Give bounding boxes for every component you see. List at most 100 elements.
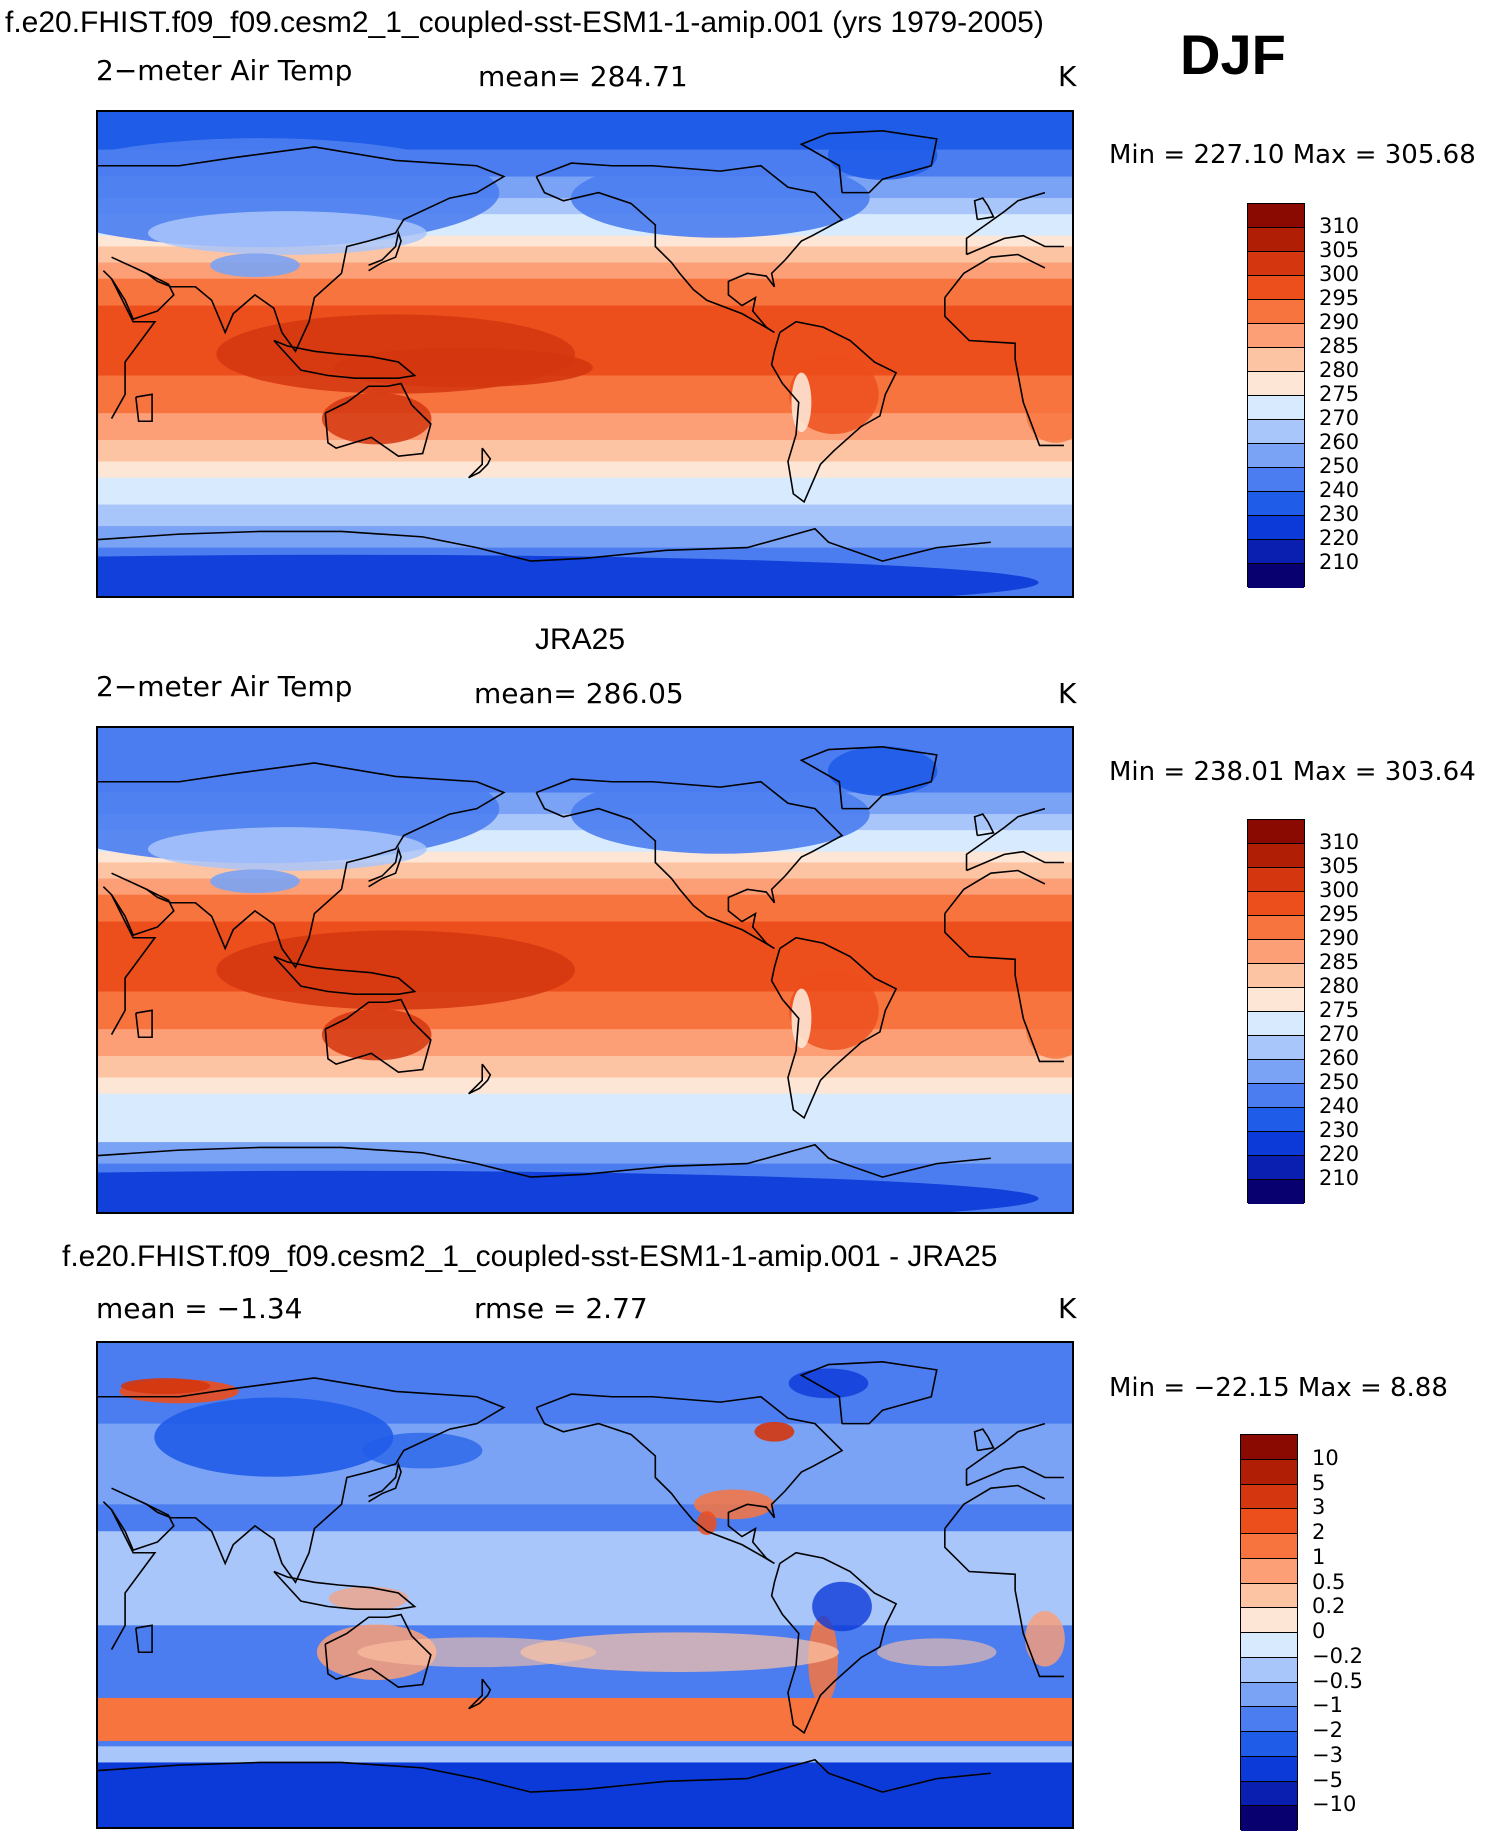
field-band (98, 224, 1072, 231)
field-band (98, 165, 1072, 172)
field-band (98, 1168, 1072, 1175)
field-band (98, 450, 1072, 457)
coastline (98, 527, 991, 562)
colorbar-tick-label: 230 (1319, 502, 1360, 526)
field-band (98, 980, 1072, 987)
field-band (98, 310, 1072, 317)
field-band (98, 787, 1072, 794)
panel1-mean: mean= 284.71 (478, 60, 688, 93)
coastline (973, 813, 995, 837)
colorbar-tick-label: 220 (1319, 526, 1360, 550)
field-band (98, 749, 1072, 756)
field-anomaly (791, 988, 812, 1049)
field-band (98, 1125, 1072, 1132)
field-band (98, 327, 1072, 334)
field-band (98, 337, 1072, 344)
field-band (98, 321, 1072, 328)
field-band (98, 1023, 1072, 1030)
field-anomaly (754, 1421, 795, 1442)
field-band (98, 1066, 1072, 1073)
field-band (98, 943, 1072, 950)
field-band (98, 1762, 1072, 1827)
coastline (468, 447, 492, 479)
colorbar-tick-label: 210 (1319, 1166, 1360, 1190)
colorbar-swatch (1241, 1558, 1297, 1584)
field-band (98, 122, 1072, 129)
field-band (98, 1050, 1072, 1057)
field-band (98, 1131, 1072, 1138)
coastline (468, 1678, 492, 1710)
field-band (98, 316, 1072, 323)
panel2-variable: 2−meter Air Temp (96, 670, 353, 703)
coastline (324, 1613, 432, 1688)
coastline (98, 1377, 1064, 1584)
colorbar-swatch (1241, 1435, 1297, 1460)
field-band (98, 738, 1072, 745)
coastline (102, 253, 1064, 447)
field-band (98, 1007, 1072, 1014)
colorbar-tick-label: 290 (1319, 926, 1360, 950)
field-anomaly (1025, 999, 1072, 1059)
field-band (98, 402, 1072, 409)
field-band (98, 413, 1072, 420)
coastline (98, 1143, 991, 1178)
field-band (98, 1045, 1072, 1052)
colorbar-tick-label: 2 (1312, 1520, 1326, 1544)
field-band (98, 878, 1072, 885)
field-band (98, 1158, 1072, 1165)
field-band (98, 1013, 1072, 1019)
coastline (799, 1361, 938, 1425)
colorbar-tick-label: 240 (1319, 478, 1360, 502)
field-anomaly (210, 253, 300, 278)
field-band (98, 144, 1072, 151)
colorbar-tick-label: 305 (1319, 238, 1360, 262)
field-band (98, 483, 1072, 490)
field-band (98, 1531, 1072, 1626)
field-band (98, 445, 1072, 452)
field-band (98, 332, 1072, 339)
field-band (98, 867, 1072, 874)
field-band (98, 305, 1072, 312)
field-anomaly (328, 1586, 409, 1611)
field-anomaly (693, 1489, 774, 1520)
field-band (98, 781, 1072, 788)
colorbar-tick-label: 5 (1312, 1470, 1326, 1495)
field-band (98, 754, 1072, 761)
field-band (98, 851, 1072, 858)
colorbar-swatch (1248, 468, 1304, 492)
colorbar-tick-label: −10 (1312, 1792, 1357, 1817)
field-band (98, 840, 1072, 847)
field-anomaly (570, 774, 870, 854)
field-band (98, 1093, 1072, 1100)
colorbar-swatch (1248, 204, 1304, 228)
field-band (98, 472, 1072, 479)
colorbar-swatch (1248, 916, 1304, 940)
colorbar-tick-label: 285 (1319, 950, 1360, 974)
colorbar-tick-label: 250 (1319, 454, 1360, 478)
colorbar-tick-label: 10 (1312, 1445, 1339, 1470)
colorbar-swatch (1241, 1484, 1297, 1510)
colorbar-tick-label: 210 (1319, 550, 1360, 574)
field-band (98, 241, 1072, 248)
field-band (98, 531, 1072, 538)
colorbar-swatch (1248, 300, 1304, 324)
panel2-colorbar (1247, 819, 1305, 1204)
panel3-colorbar (1240, 1434, 1298, 1831)
colorbar-tick-label: 3 (1312, 1495, 1326, 1520)
panel1-map (96, 110, 1074, 598)
field-band (98, 251, 1072, 258)
field-band (98, 1136, 1072, 1143)
colorbar-tick-label: 285 (1319, 334, 1360, 358)
panel2-map (96, 726, 1074, 1214)
colorbar-swatch (1248, 252, 1304, 276)
field-band (98, 397, 1072, 403)
field-anomaly (570, 158, 870, 238)
field-anomaly (876, 1638, 997, 1667)
field-band (98, 407, 1072, 414)
field-band (98, 289, 1072, 296)
panel3-mean: mean = −1.34 (96, 1292, 303, 1325)
colorbar-tick-label: 295 (1319, 902, 1360, 926)
field-band (98, 1109, 1072, 1116)
field-band (98, 128, 1072, 135)
colorbar-swatch (1241, 1707, 1297, 1732)
